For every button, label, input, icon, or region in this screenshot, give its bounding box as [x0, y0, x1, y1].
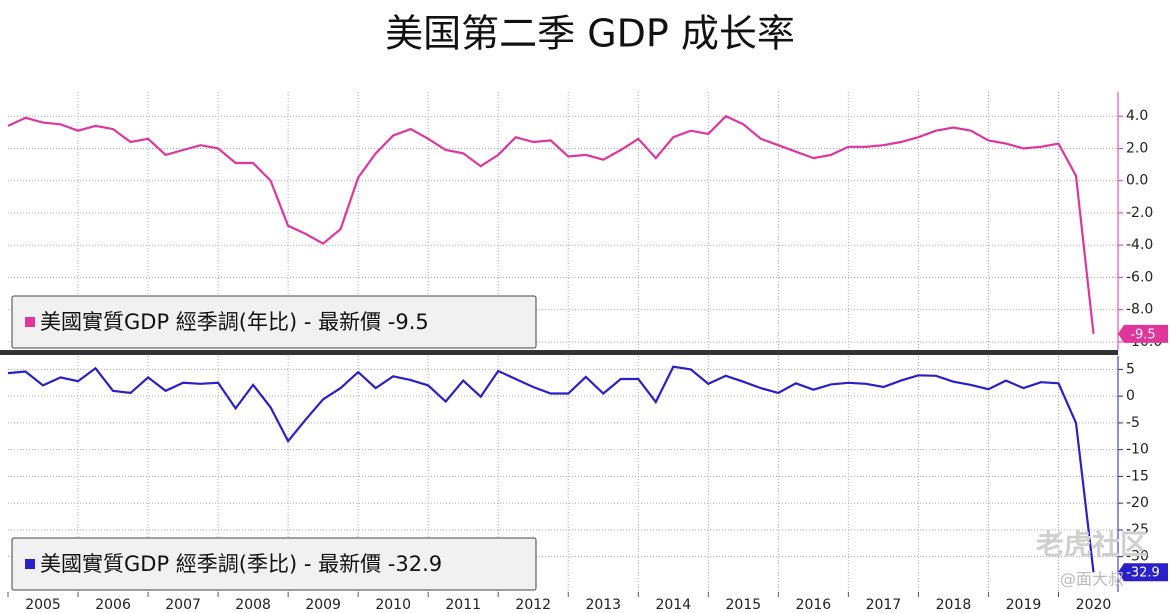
- y-tick-label: -6.0: [1126, 269, 1153, 285]
- value-label-box: [1118, 324, 1168, 343]
- y-tick-label: -10: [1126, 442, 1149, 458]
- x-tick-label: 2020: [1076, 597, 1112, 613]
- y-tick-label: 0.0: [1126, 173, 1148, 189]
- y-tick-label: -30: [1126, 549, 1149, 565]
- y-tick-label: 2.0: [1126, 140, 1148, 156]
- y-tick-label: -15: [1126, 468, 1149, 484]
- x-tick-label: 2010: [375, 597, 411, 613]
- y-tick-label: -25: [1126, 522, 1149, 538]
- x-tick-label: 2014: [655, 597, 691, 613]
- x-tick-label: 2013: [585, 597, 621, 613]
- y-tick-label: -2.0: [1126, 205, 1153, 221]
- value-label: -32.9: [1126, 566, 1160, 581]
- x-tick-label: 2006: [95, 597, 131, 613]
- value-label-box: [1118, 563, 1168, 582]
- x-tick-label: 2016: [796, 597, 832, 613]
- x-tick-label: 2018: [936, 597, 972, 613]
- y-tick-label: -20: [1126, 495, 1149, 511]
- value-label: -9.5: [1130, 327, 1155, 342]
- series-line: [7, 114, 1095, 335]
- x-tick-label: 2005: [25, 597, 61, 613]
- x-tick-label: 2017: [866, 597, 902, 613]
- legend-box: [11, 295, 537, 349]
- x-tick-label: 2011: [445, 597, 481, 613]
- y-tick-label: 5: [1126, 361, 1135, 377]
- series-line: [7, 365, 1095, 573]
- legend-label: 美國實質GDP 經季調(年比) - 最新價 -9.5: [40, 310, 429, 334]
- chart-title: 美国第二季 GDP 成长率: [385, 12, 795, 56]
- y-tick-label: 4.0: [1126, 108, 1148, 124]
- watermark: 老虎社区: [1036, 528, 1148, 561]
- y-tick-label: -8.0: [1126, 302, 1153, 318]
- y-tick-label: -5: [1126, 415, 1140, 431]
- legend-box: [11, 537, 537, 591]
- y-tick-label: 0: [1126, 388, 1135, 404]
- legend-swatch: [25, 317, 35, 327]
- panel-separator: [0, 350, 1118, 355]
- watermark: @面大叔: [1060, 570, 1124, 589]
- legend-swatch: [25, 559, 35, 569]
- y-tick-label: -4.0: [1126, 237, 1153, 253]
- x-tick-label: 2012: [515, 597, 551, 613]
- x-tick-label: 2019: [1006, 597, 1042, 613]
- x-tick-label: 2008: [235, 597, 271, 613]
- x-tick-label: 2015: [726, 597, 762, 613]
- legend-label: 美國實質GDP 經季調(季比) - 最新價 -32.9: [40, 552, 442, 576]
- x-tick-label: 2009: [305, 597, 341, 613]
- x-tick-label: 2007: [165, 597, 201, 613]
